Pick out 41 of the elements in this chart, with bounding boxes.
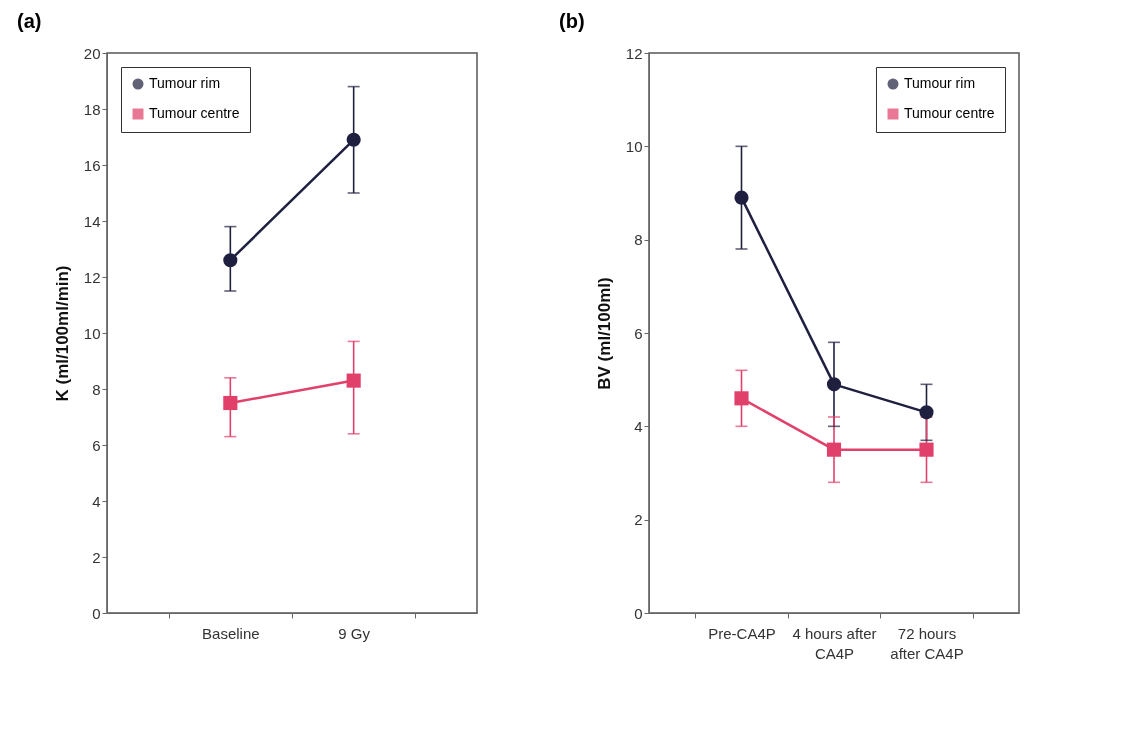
y-tick-label: 0 (634, 604, 643, 622)
point (919, 442, 934, 457)
y-tick-label: 8 (92, 380, 101, 398)
y-tick-label: 2 (634, 511, 643, 529)
point (734, 391, 749, 406)
x-tick-label: 9 Gy (338, 624, 371, 642)
point (826, 377, 842, 392)
y-tick-label: 10 (625, 137, 643, 155)
y-tick-label: 14 (83, 212, 101, 230)
y-tick-label: 4 (92, 492, 101, 510)
point (346, 132, 361, 147)
x-tick-label: 72 hours after CA4P (890, 624, 964, 662)
point (346, 373, 361, 388)
y-tick-label: 6 (634, 324, 643, 342)
point (223, 395, 238, 411)
x-tick-label: Baseline (202, 624, 260, 642)
y-tick-label: 12 (625, 44, 643, 62)
y-axis-title: K (ml/100ml/min) (52, 265, 72, 402)
legend-label: Tumour rim (149, 75, 221, 91)
point (223, 253, 238, 268)
y-tick-label: 4 (634, 417, 643, 435)
chart-title: (b) (559, 10, 585, 32)
legend-label: Tumour rim (904, 75, 976, 91)
y-tick-label: 20 (83, 44, 101, 62)
x-tick-label: Pre-CA4P (708, 624, 776, 642)
point (734, 190, 749, 205)
x-tick-label: 4 hours after CA4P (792, 624, 877, 662)
y-axis-title: BV (ml/100ml) (594, 277, 614, 390)
y-tick-label: 10 (83, 324, 101, 342)
y-tick-label: 2 (92, 548, 101, 566)
y-tick-label: 18 (83, 100, 101, 118)
legend-label: Tumour centre (149, 105, 240, 121)
y-tick-label: 0 (92, 604, 101, 622)
y-tick-label: 12 (83, 268, 101, 286)
legend-label: Tumour centre (904, 105, 995, 121)
point (919, 405, 934, 420)
y-tick-label: 16 (83, 156, 101, 174)
chart-title: (a) (17, 10, 42, 32)
point (826, 442, 842, 457)
y-tick-label: 8 (634, 231, 643, 249)
y-tick-label: 6 (92, 436, 101, 454)
